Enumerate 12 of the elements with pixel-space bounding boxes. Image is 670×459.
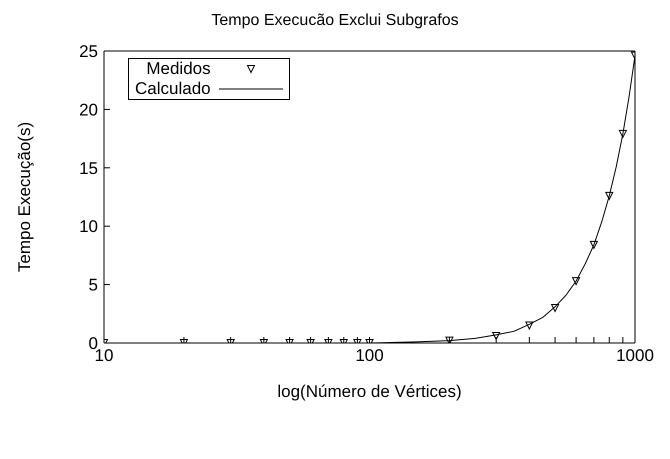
y-tick-label: 25	[79, 42, 98, 62]
chart-title: Tempo Execucão Exclui Subgrafos	[210, 12, 460, 30]
y-tick-label: 5	[88, 276, 98, 295]
y-tick-label: 20	[79, 100, 98, 120]
x-tick-label: 1000	[616, 346, 654, 366]
legend-label: Medidos	[146, 59, 211, 79]
legend-label: Calculado	[135, 79, 211, 99]
y-tick-label: 15	[79, 158, 98, 178]
y-axis-title: Tempo Execução(s)	[15, 122, 34, 272]
x-tick-label: 100	[355, 346, 384, 366]
y-tick-label: 10	[79, 217, 98, 236]
x-axis-title: log(Número de Vértices)	[277, 382, 462, 401]
